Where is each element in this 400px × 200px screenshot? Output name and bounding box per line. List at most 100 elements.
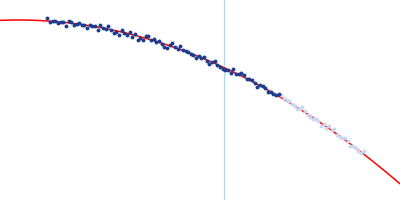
Point [252, 82, 258, 85]
Point [233, 72, 239, 75]
Point [57, 20, 64, 24]
Point [158, 43, 165, 46]
Point [358, 152, 364, 155]
Point [312, 117, 319, 120]
Point [244, 77, 250, 81]
Point [350, 144, 356, 147]
Point [320, 122, 327, 126]
Point [355, 149, 362, 152]
Point [328, 129, 335, 132]
Point [79, 23, 85, 27]
Point [331, 128, 338, 131]
Point [265, 90, 271, 93]
Point [92, 25, 98, 28]
Point [196, 54, 202, 57]
Point [177, 45, 183, 48]
Point [342, 137, 348, 140]
Point [150, 38, 157, 41]
Point [172, 46, 178, 49]
Point [302, 109, 308, 113]
Point [209, 61, 215, 64]
Point [129, 36, 136, 39]
Point [121, 32, 128, 35]
Point [105, 24, 112, 27]
Point [260, 84, 266, 87]
Point [278, 94, 284, 97]
Point [100, 26, 106, 29]
Point [347, 144, 354, 148]
Point [49, 20, 56, 23]
Point [185, 50, 191, 54]
Point [60, 21, 66, 24]
Point [153, 40, 160, 43]
Point [87, 23, 93, 26]
Point [230, 68, 236, 71]
Point [241, 73, 247, 76]
Point [238, 72, 244, 75]
Point [310, 118, 316, 121]
Point [108, 28, 114, 31]
Point [124, 33, 130, 36]
Point [180, 48, 186, 52]
Point [249, 79, 255, 82]
Point [214, 64, 221, 67]
Point [193, 56, 199, 60]
Point [97, 23, 104, 26]
Point [257, 83, 263, 86]
Point [166, 43, 173, 47]
Point [246, 78, 252, 81]
Point [352, 146, 359, 150]
Point [315, 119, 322, 122]
Point [267, 90, 274, 94]
Point [102, 28, 109, 31]
Point [73, 23, 80, 26]
Point [254, 86, 260, 89]
Point [283, 98, 290, 102]
Point [94, 28, 101, 31]
Point [326, 125, 332, 128]
Point [63, 24, 69, 27]
Point [206, 63, 213, 66]
Point [110, 31, 117, 34]
Point [132, 33, 138, 36]
Point [47, 20, 53, 24]
Point [318, 124, 324, 127]
Point [71, 23, 77, 26]
Point [220, 67, 226, 71]
Point [307, 115, 314, 118]
Point [188, 52, 194, 55]
Point [299, 105, 306, 109]
Point [68, 21, 74, 24]
Point [84, 26, 90, 29]
Point [81, 24, 88, 27]
Point [126, 31, 133, 34]
Point [118, 29, 125, 32]
Point [145, 34, 152, 38]
Point [89, 24, 96, 28]
Point [228, 71, 234, 74]
Point [52, 19, 58, 22]
Point [113, 30, 120, 33]
Point [217, 66, 223, 69]
Point [201, 55, 207, 58]
Point [289, 103, 295, 106]
Point [174, 48, 181, 51]
Point [294, 107, 300, 110]
Point [323, 126, 330, 129]
Point [116, 34, 122, 37]
Point [156, 40, 162, 43]
Point [164, 46, 170, 50]
Point [65, 20, 72, 23]
Point [286, 100, 292, 103]
Point [212, 59, 218, 62]
Point [169, 41, 176, 44]
Point [76, 22, 82, 25]
Point [204, 59, 210, 62]
Point [291, 104, 298, 108]
Point [273, 94, 279, 97]
Point [222, 68, 228, 72]
Point [137, 36, 144, 39]
Point [339, 136, 346, 139]
Point [236, 73, 242, 76]
Point [142, 34, 149, 37]
